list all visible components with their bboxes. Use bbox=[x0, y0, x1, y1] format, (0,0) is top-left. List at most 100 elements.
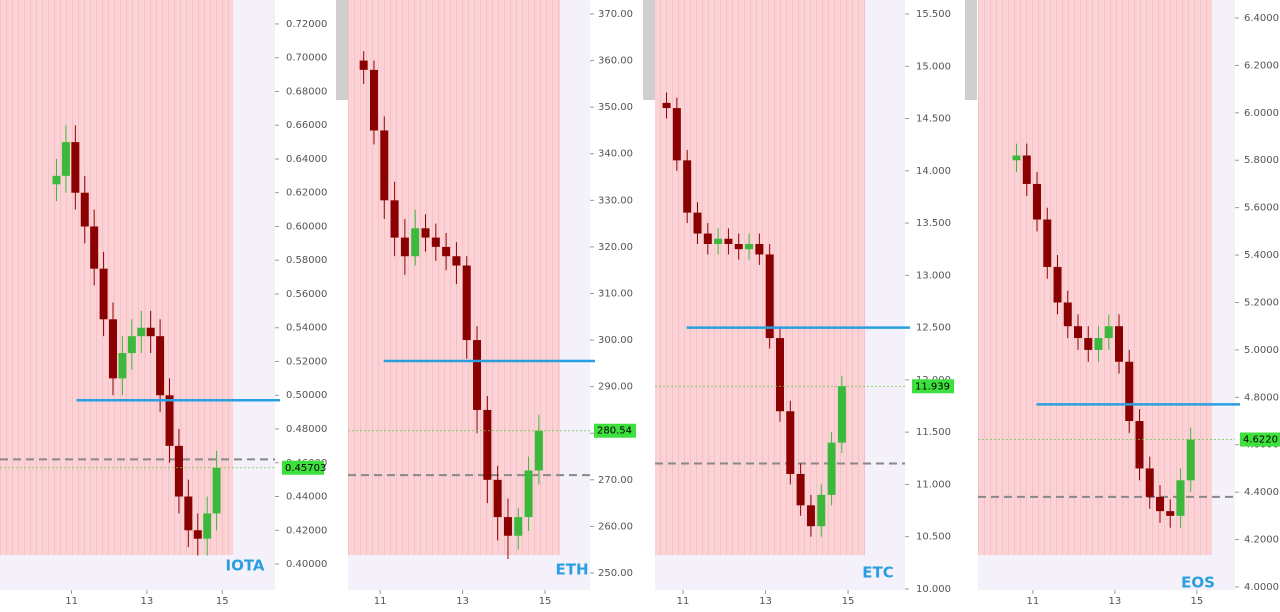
candle-body bbox=[662, 102, 671, 109]
date-axis bbox=[348, 590, 590, 612]
y-tick-label: 0.70000 bbox=[286, 53, 327, 64]
candle-body bbox=[109, 319, 118, 379]
candle-body bbox=[369, 69, 378, 131]
x-tick-label: 13 bbox=[456, 596, 469, 607]
last-price-label: 11.939 bbox=[915, 381, 950, 392]
last-price-box bbox=[594, 423, 636, 438]
y-tick-label: 5.6000 bbox=[1244, 203, 1279, 214]
y-tick-label: 0.64000 bbox=[286, 154, 327, 165]
coin-name: ETC bbox=[862, 564, 894, 582]
candle-body bbox=[786, 411, 795, 474]
y-tick-label: 340.00 bbox=[598, 149, 633, 160]
candle-body bbox=[672, 108, 681, 161]
candle-body bbox=[80, 192, 89, 227]
y-tick-label: 5.2000 bbox=[1244, 297, 1279, 308]
candle-body bbox=[203, 513, 212, 539]
candle-body bbox=[165, 395, 174, 446]
candle-body bbox=[524, 470, 533, 518]
candle-body bbox=[1043, 219, 1052, 267]
candle-body bbox=[1145, 468, 1154, 497]
last-price-box bbox=[282, 460, 324, 475]
y-tick-label: 11.000 bbox=[916, 479, 951, 490]
candle-body bbox=[534, 430, 543, 471]
last-price-box bbox=[1240, 432, 1280, 447]
candle-body bbox=[1094, 338, 1103, 350]
candle-body bbox=[493, 479, 502, 518]
axis-panel bbox=[275, 0, 323, 612]
candle-body bbox=[1053, 266, 1062, 303]
y-tick-label: 290.00 bbox=[598, 382, 633, 393]
coin-name: ETH bbox=[555, 561, 588, 579]
candle-body bbox=[796, 473, 805, 506]
y-tick-label: 5.0000 bbox=[1244, 345, 1279, 356]
candle-body bbox=[776, 338, 784, 412]
candle-body bbox=[1012, 155, 1021, 161]
x-tick-label: 15 bbox=[1191, 596, 1204, 607]
x-tick-label: 11 bbox=[374, 596, 387, 607]
y-tick-label: 320.00 bbox=[598, 242, 633, 253]
candle-body bbox=[52, 175, 61, 185]
coin-name: EOS bbox=[1181, 574, 1215, 592]
y-tick-label: 10.000 bbox=[916, 584, 951, 595]
y-tick-label: 370.00 bbox=[598, 9, 633, 20]
y-tick-label: 300.00 bbox=[598, 335, 633, 346]
candle-body bbox=[99, 268, 108, 320]
last-price-label: 280.54 bbox=[597, 426, 632, 437]
coin-name: IOTA bbox=[225, 557, 264, 575]
y-tick-label: 330.00 bbox=[598, 195, 633, 206]
y-tick-label: 310.00 bbox=[598, 288, 633, 299]
y-tick-label: 15.500 bbox=[916, 9, 951, 20]
y-tick-label: 4.0000 bbox=[1244, 582, 1279, 593]
scrollbar bbox=[965, 0, 977, 100]
y-tick-label: 11.500 bbox=[916, 427, 951, 438]
candle-body bbox=[118, 353, 127, 379]
candle-body bbox=[1166, 511, 1175, 516]
y-tick-label: 6.4000 bbox=[1244, 13, 1279, 24]
y-tick-label: 5.4000 bbox=[1244, 250, 1279, 261]
candle-body bbox=[724, 238, 733, 244]
y-tick-label: 6.0000 bbox=[1244, 108, 1279, 119]
candle-body bbox=[514, 517, 523, 536]
y-tick-label: 6.2000 bbox=[1244, 60, 1279, 71]
last-price-label: 0.45703 bbox=[285, 463, 326, 474]
x-tick-label: 11 bbox=[65, 596, 78, 607]
candle-body bbox=[837, 386, 846, 443]
candle-body bbox=[380, 130, 389, 201]
candle-body bbox=[184, 496, 193, 531]
y-tick-label: 13.000 bbox=[916, 270, 951, 281]
plot-shading bbox=[978, 0, 1212, 555]
x-tick-label: 15 bbox=[539, 596, 552, 607]
candle-body bbox=[127, 336, 136, 354]
candle-body bbox=[1176, 480, 1185, 516]
date-axis bbox=[655, 590, 905, 612]
x-tick-label: 13 bbox=[759, 596, 772, 607]
candle-body bbox=[1125, 361, 1134, 422]
candle-body bbox=[212, 467, 221, 514]
y-tick-label: 15.000 bbox=[916, 61, 951, 72]
y-tick-label: 0.48000 bbox=[286, 424, 327, 435]
last-price-label: 4.6220 bbox=[1243, 435, 1278, 446]
candle-body bbox=[1033, 183, 1042, 220]
scrollbar bbox=[643, 0, 655, 100]
date-axis bbox=[0, 590, 275, 612]
x-tick-label: 11 bbox=[1027, 596, 1040, 607]
candle-body bbox=[1022, 155, 1031, 184]
candle-body bbox=[61, 142, 70, 176]
y-tick-label: 0.72000 bbox=[286, 19, 327, 30]
candle-body bbox=[421, 228, 430, 238]
y-tick-label: 0.50000 bbox=[286, 390, 327, 401]
plot-shading bbox=[0, 0, 233, 555]
candle-body bbox=[755, 243, 764, 255]
y-tick-label: 4.2000 bbox=[1244, 535, 1279, 546]
candle-body bbox=[452, 256, 461, 266]
y-tick-label: 270.00 bbox=[598, 475, 633, 486]
candle-body bbox=[1135, 421, 1144, 469]
y-tick-label: 0.56000 bbox=[286, 289, 327, 300]
y-tick-label: 0.66000 bbox=[286, 120, 327, 131]
candle-body bbox=[806, 505, 815, 527]
scrollbar bbox=[336, 0, 348, 100]
y-tick-label: 0.54000 bbox=[286, 323, 327, 334]
candle-body bbox=[156, 336, 165, 396]
candle-body bbox=[714, 238, 723, 244]
candle-body bbox=[411, 228, 420, 257]
